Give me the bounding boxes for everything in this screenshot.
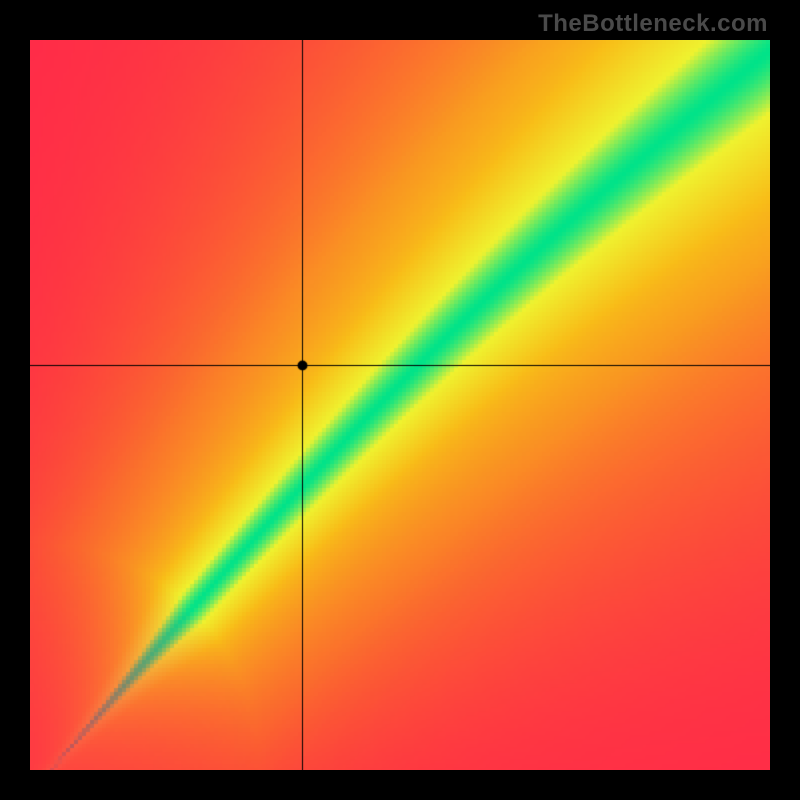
chart-container: { "watermark": { "text": "TheBottleneck.… [0,0,800,800]
plot-area [30,40,770,770]
watermark: TheBottleneck.com [538,10,768,38]
heatmap-canvas [30,40,770,770]
